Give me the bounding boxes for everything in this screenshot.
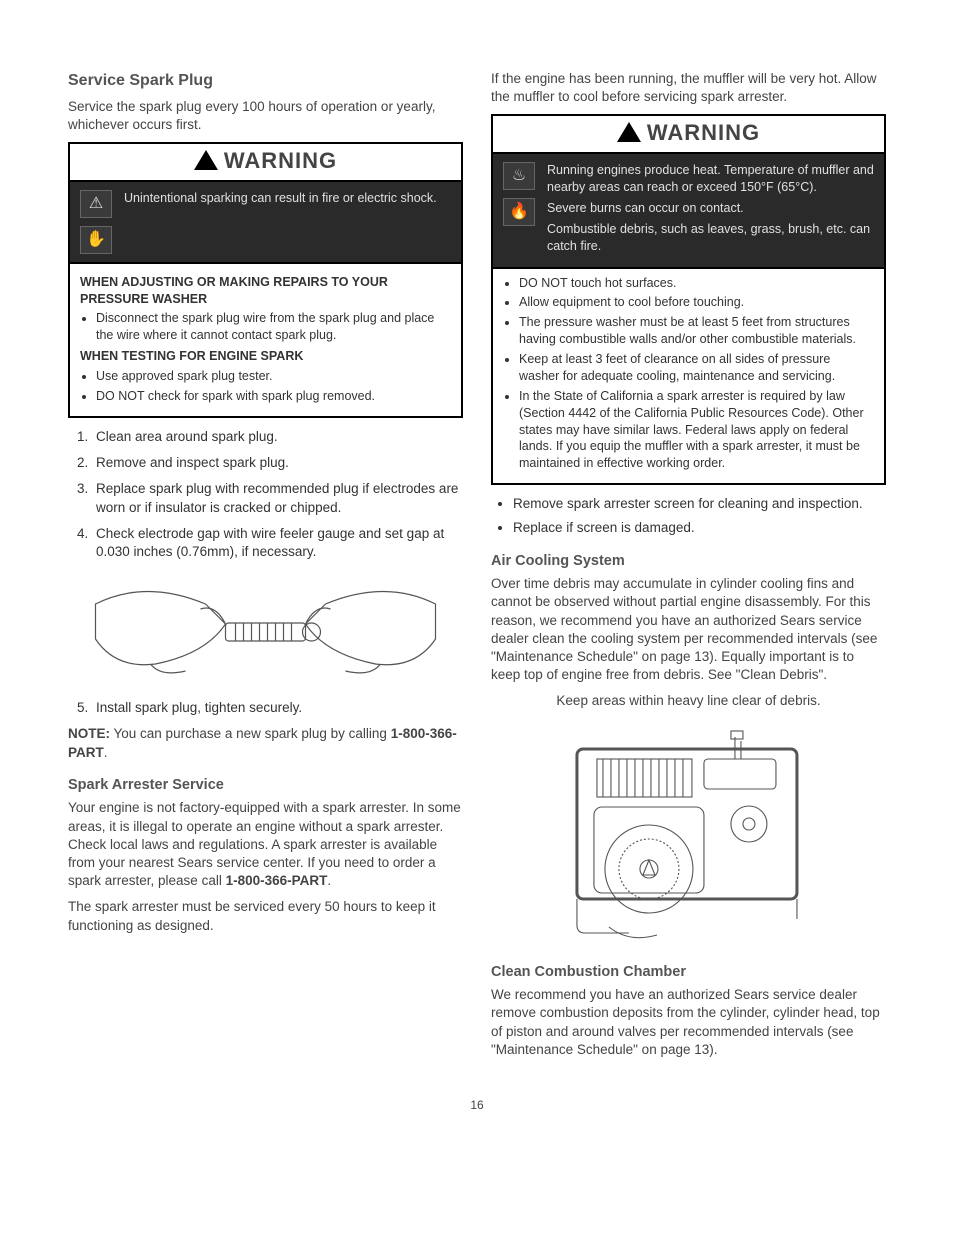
- heading-service-spark-plug: Service Spark Plug: [68, 70, 463, 92]
- warning-item: Allow equipment to cool before touching.: [519, 294, 874, 311]
- warning-subhead-repairs: WHEN ADJUSTING OR MAKING REPAIRS TO YOUR…: [80, 274, 451, 308]
- warning-header-1: WARNING: [70, 144, 461, 180]
- warning-dark-band-1: ⚠ ✋ Unintentional sparking can result in…: [70, 180, 461, 262]
- heat-icon: ♨: [503, 162, 535, 190]
- warning-dark-p2: Severe burns can occur on contact.: [547, 200, 874, 217]
- warning-triangle-icon: [194, 150, 218, 170]
- warning-list-testing: Use approved spark plug tester. DO NOT c…: [80, 368, 451, 405]
- fire-icon: ⚠: [80, 190, 112, 218]
- para-spark-arrester-1: Your engine is not factory-equipped with…: [68, 799, 463, 890]
- spark-plug-gap-illustration: [68, 569, 463, 689]
- warning-dark-p1: Running engines produce heat. Temperatur…: [547, 162, 874, 196]
- warning-box-1: WARNING ⚠ ✋ Unintentional sparking can r…: [68, 142, 463, 418]
- para-clean-combustion: We recommend you have an authorized Sear…: [491, 986, 886, 1059]
- right-column: If the engine has been running, the muff…: [491, 70, 886, 1067]
- heading-clean-combustion: Clean Combustion Chamber: [491, 963, 886, 983]
- warning-item: Disconnect the spark plug wire from the …: [96, 310, 451, 344]
- step-item: Check electrode gap with wire feeler gau…: [92, 525, 463, 561]
- page-number: 16: [68, 1097, 886, 1113]
- step-item: Remove and inspect spark plug.: [92, 454, 463, 472]
- step-item: Install spark plug, tighten securely.: [92, 699, 463, 717]
- para-muffler-intro: If the engine has been running, the muff…: [491, 70, 886, 106]
- warning-body-1: WHEN ADJUSTING OR MAKING REPAIRS TO YOUR…: [70, 262, 461, 416]
- left-column: Service Spark Plug Service the spark plu…: [68, 70, 463, 1067]
- page-columns: Service Spark Plug Service the spark plu…: [68, 70, 886, 1067]
- note-text: You can purchase a new spark plug by cal…: [110, 726, 391, 741]
- step-item: Clean area around spark plug.: [92, 428, 463, 446]
- spark-plug-steps: Clean area around spark plug. Remove and…: [68, 428, 463, 561]
- note-paragraph: NOTE: You can purchase a new spark plug …: [68, 725, 463, 761]
- warning-item: The pressure washer must be at least 5 f…: [519, 314, 874, 348]
- warning-list-repairs: Disconnect the spark plug wire from the …: [80, 310, 451, 344]
- heading-air-cooling: Air Cooling System: [491, 552, 886, 572]
- warning-item: DO NOT touch hot surfaces.: [519, 275, 874, 292]
- para-service-intro: Service the spark plug every 100 hours o…: [68, 98, 463, 134]
- warning-dark-band-2: ♨ 🔥 Running engines produce heat. Temper…: [493, 152, 884, 266]
- warning-title-1: WARNING: [224, 148, 337, 173]
- list-item: Remove spark arrester screen for cleanin…: [513, 495, 886, 513]
- note-label: NOTE:: [68, 726, 110, 741]
- warning-icons-1: ⚠ ✋: [80, 190, 116, 254]
- list-item: Replace if screen is damaged.: [513, 519, 886, 537]
- warning-item: Keep at least 3 feet of clearance on all…: [519, 351, 874, 385]
- warning-header-2: WARNING: [493, 116, 884, 152]
- engine-caption: Keep areas within heavy line clear of de…: [491, 692, 886, 710]
- warning-body-2: DO NOT touch hot surfaces. Allow equipme…: [493, 267, 884, 484]
- warning-item: Use approved spark plug tester.: [96, 368, 451, 385]
- warning-triangle-icon: [617, 122, 641, 142]
- warning-icons-2: ♨ 🔥: [503, 162, 539, 258]
- heading-spark-arrester: Spark Arrester Service: [68, 776, 463, 796]
- warning-item: DO NOT check for spark with spark plug r…: [96, 388, 451, 405]
- warning-box-2: WARNING ♨ 🔥 Running engines produce heat…: [491, 114, 886, 485]
- warning-dark-p3: Combustible debris, such as leaves, gras…: [547, 221, 874, 255]
- step-item: Replace spark plug with recommended plug…: [92, 480, 463, 516]
- para-air-cooling: Over time debris may accumulate in cylin…: [491, 575, 886, 684]
- para-spark-arrester-2: The spark arrester must be serviced ever…: [68, 898, 463, 934]
- after-warning-list: Remove spark arrester screen for cleanin…: [491, 495, 886, 537]
- fire-icon: 🔥: [503, 198, 535, 226]
- warning-subhead-testing: WHEN TESTING FOR ENGINE SPARK: [80, 348, 451, 365]
- warning-item: In the State of California a spark arres…: [519, 388, 874, 472]
- engine-illustration: [527, 719, 851, 949]
- warning-dark-text-1: Unintentional sparking can result in fir…: [124, 190, 451, 207]
- warning-list-2: DO NOT touch hot surfaces. Allow equipme…: [503, 275, 874, 473]
- warning-title-2: WARNING: [647, 120, 760, 145]
- hand-shock-icon: ✋: [80, 226, 112, 254]
- para-spark-arrester-phone: 1-800-366-PART: [226, 873, 328, 888]
- spark-plug-steps-cont: Install spark plug, tighten securely.: [68, 699, 463, 717]
